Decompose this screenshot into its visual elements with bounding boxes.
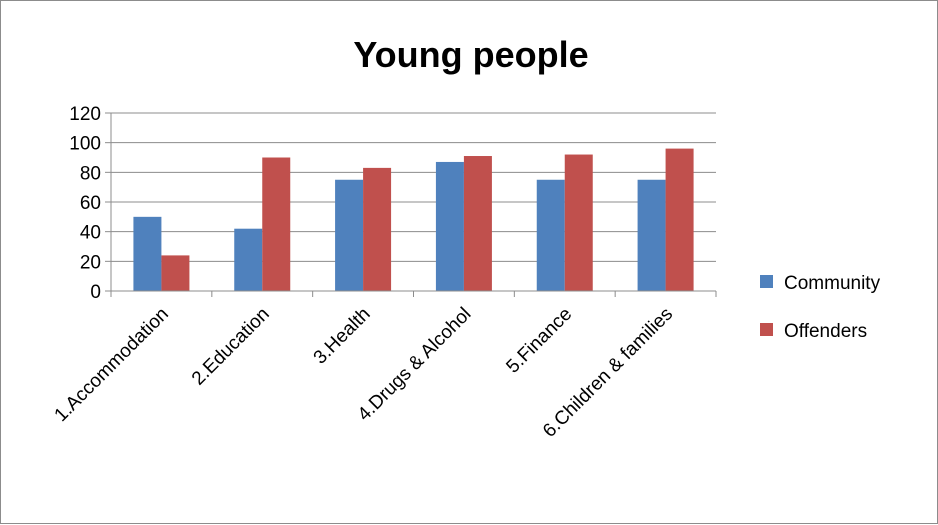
legend-swatch-community [760,275,773,288]
legend: Community Offenders [760,273,881,342]
y-tick-label: 60 [80,193,101,214]
gridlines [111,112,716,262]
y-axis-ticks: 0 20 40 60 80 100 120 [69,104,101,303]
legend-swatch-offenders [760,323,773,336]
bar-community-4 [435,161,464,291]
x-tick-label: 1.Accommodation [51,304,173,426]
bar-offenders-1 [161,255,190,291]
bars [133,148,694,291]
y-tick-label: 0 [90,282,101,303]
legend-label-offenders: Offenders [784,321,867,342]
legend-label-community: Community [784,273,881,294]
bar-community-6 [637,179,666,291]
y-tick-label: 80 [80,163,101,184]
y-tick-label: 100 [69,134,101,155]
x-axis-ticks: 1.Accommodation 2.Education 3.Health4.Drug… [51,304,678,442]
bar-offenders-3 [363,167,392,291]
bar-community-3 [335,179,364,291]
bar-community-1 [133,216,162,291]
bar-offenders-2 [262,157,291,291]
x-tick-label: 4.Drugs & Alcohol [354,304,476,426]
x-tick-label: 3.Health [310,304,375,369]
y-tick-label: 120 [69,104,101,125]
axes [105,112,717,297]
bar-offenders-5 [564,154,593,291]
y-tick-label: 20 [80,252,101,273]
x-tick-label: 5.Finance [502,304,576,378]
x-tick-label: 2.Education [188,304,274,390]
bar-offenders-4 [463,156,492,291]
bar-community-2 [234,228,263,291]
chart-title: Young people [353,34,588,75]
y-tick-label: 40 [80,223,101,244]
bar-offenders-6 [665,148,694,291]
bar-community-5 [536,179,565,291]
